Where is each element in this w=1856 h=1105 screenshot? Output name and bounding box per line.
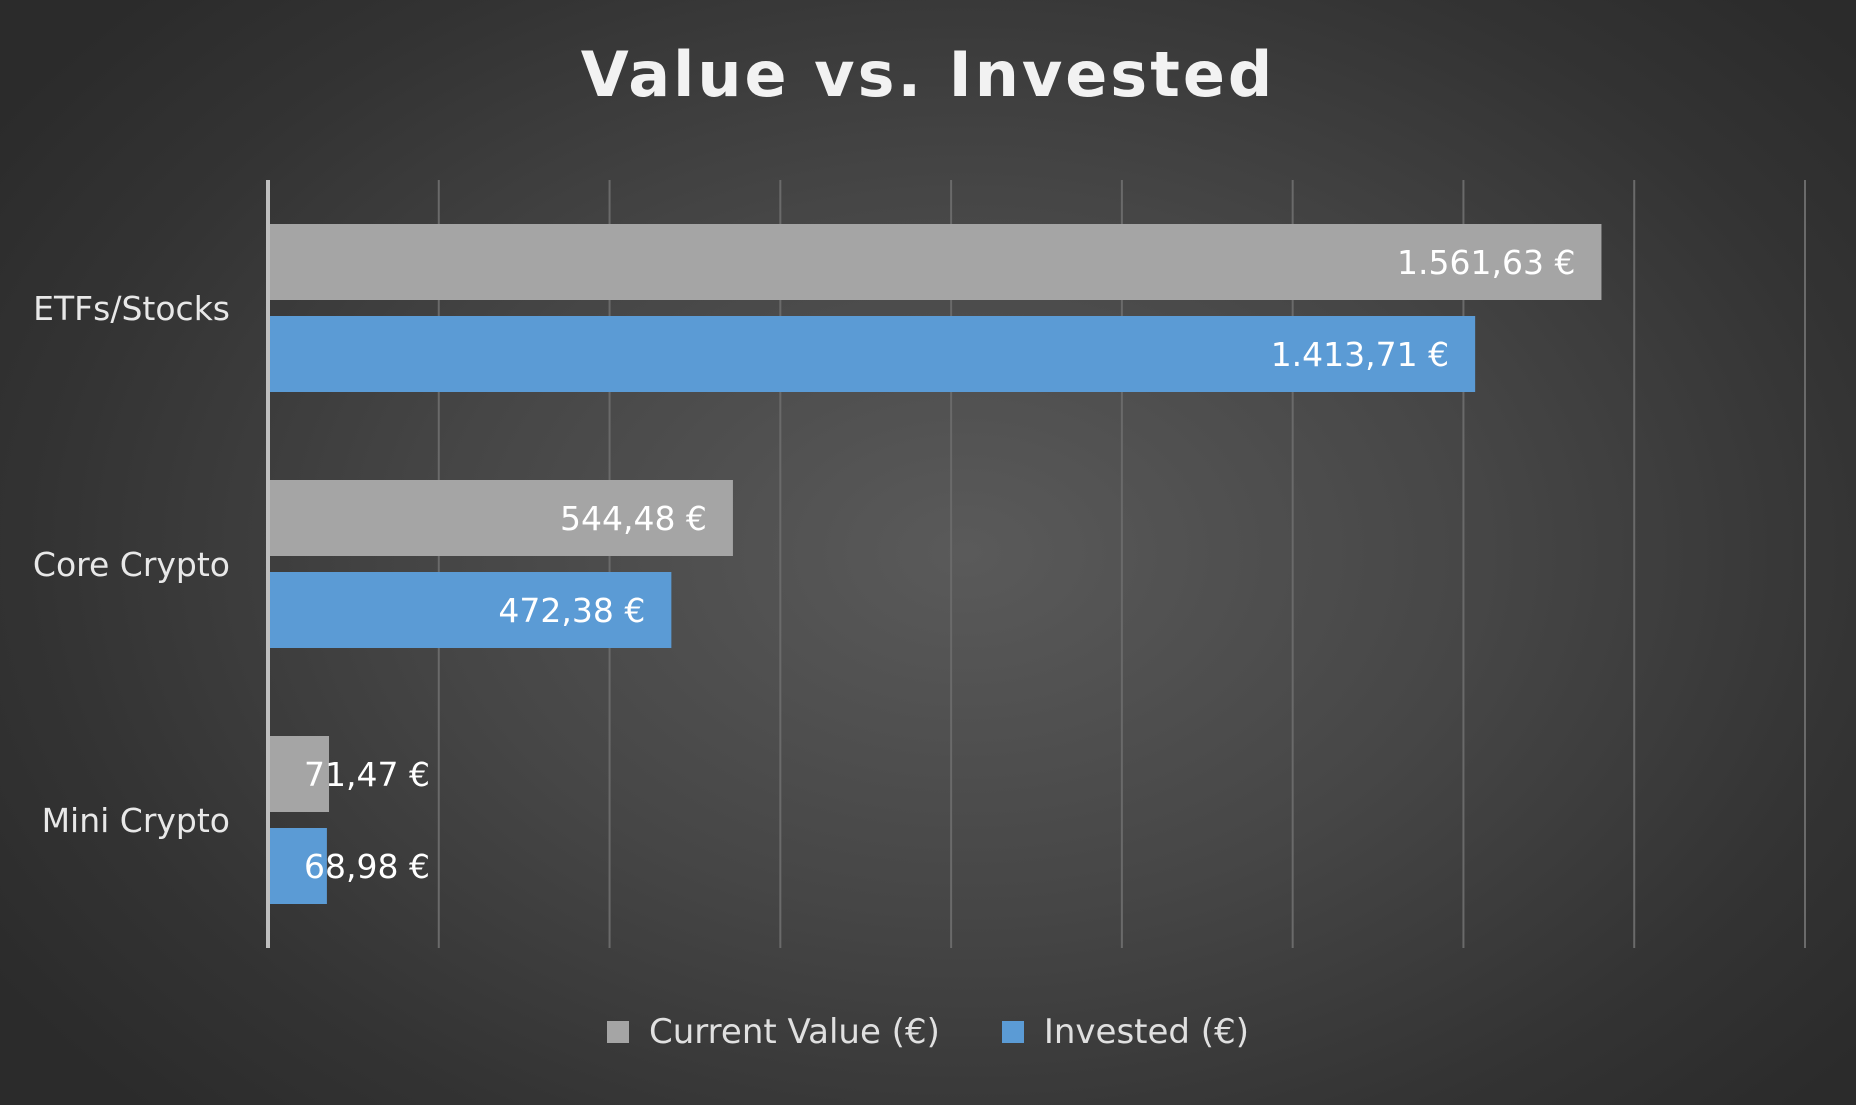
data-label-current-value-etfs-stocks: 1.561,63 € [1397,243,1575,282]
legend-label-current-value: Current Value (€) [649,1012,940,1052]
data-labels: 1.561,63 € 1.413,71 € 544,48 € 472,38 € 71,4… [304,243,1575,886]
bar-current-value-mini-crypto [268,736,330,812]
data-label-invested-core-crypto: 472,38 € [498,591,645,630]
bar-invested-etfs-stocks [268,316,1476,392]
category-label-etfs-stocks: ETFs/Stocks [33,289,230,328]
legend-item-current-value: Current Value (€) [607,1012,940,1052]
bar-invested-core-crypto [268,572,672,648]
category-label-core-crypto: Core Crypto [33,545,230,584]
legend-label-invested: Invested (€) [1043,1012,1249,1052]
bar-invested-mini-crypto [268,828,327,904]
chart-title: Value vs. Invested [580,38,1276,111]
gridlines [437,180,1806,948]
category-labels: ETFs/Stocks Core Crypto Mini Crypto [33,289,230,840]
data-label-current-value-core-crypto: 544,48 € [560,499,707,538]
bar-current-value-etfs-stocks [268,224,1602,300]
bar-current-value-core-crypto [268,480,733,556]
data-label-current-value-mini-crypto: 71,47 € [304,755,430,794]
legend-item-invested: Invested (€) [1001,1012,1249,1052]
data-label-invested-etfs-stocks: 1.413,71 € [1271,335,1449,374]
data-label-invested-mini-crypto: 68,98 € [304,847,430,886]
category-label-mini-crypto: Mini Crypto [42,801,230,840]
legend-swatch-invested [1001,1021,1024,1043]
legend: Current Value (€) Invested (€) [0,1012,1856,1052]
legend-swatch-current-value [607,1021,629,1043]
bars [268,224,1602,904]
